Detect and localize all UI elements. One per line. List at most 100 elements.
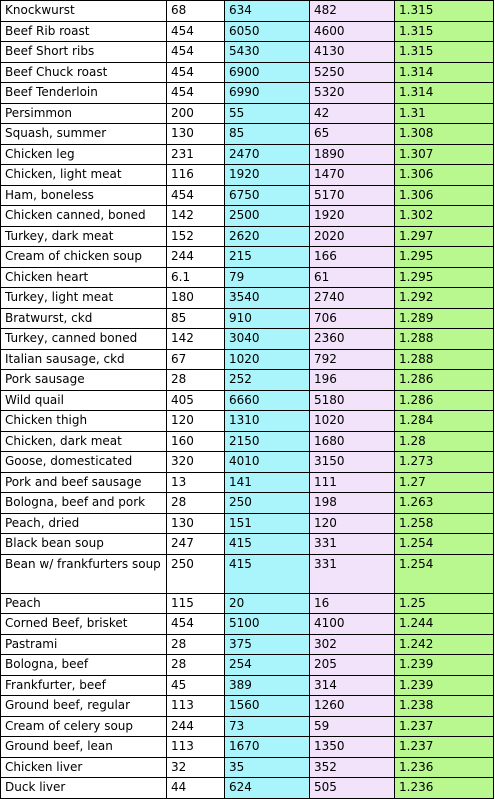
food-name-cell: Chicken liver — [0, 756, 167, 778]
weight-cell: 200 — [166, 102, 225, 124]
ratio-cell: 1.31 — [394, 102, 494, 124]
weight-cell: 130 — [166, 512, 225, 534]
value-a-cell: 1310 — [224, 410, 310, 432]
value-a-cell: 1560 — [224, 695, 310, 717]
food-name-cell: Cream of chicken soup — [0, 246, 167, 268]
food-name-cell: Bologna, beef and pork — [0, 492, 167, 514]
value-b-cell: 2020 — [309, 225, 395, 247]
value-a-cell: 4010 — [224, 451, 310, 473]
value-b-cell: 505 — [309, 777, 395, 799]
value-a-cell: 389 — [224, 674, 310, 696]
table-row: Pastrami 28 375 302 1.242 — [0, 633, 494, 655]
value-a-cell: 151 — [224, 512, 310, 534]
food-name-cell: Goose, domesticated — [0, 451, 167, 473]
value-a-cell: 6990 — [224, 82, 310, 104]
value-b-cell: 1920 — [309, 205, 395, 227]
value-b-cell: 59 — [309, 715, 395, 737]
value-a-cell: 6750 — [224, 184, 310, 206]
table-row: Chicken, light meat 116 1920 1470 1.306 — [0, 164, 494, 186]
table-row: Turkey, light meat 180 3540 2740 1.292 — [0, 287, 494, 309]
weight-cell: 13 — [166, 471, 225, 493]
table-row: Chicken leg 231 2470 1890 1.307 — [0, 143, 494, 165]
ratio-cell: 1.236 — [394, 756, 494, 778]
food-name-cell: Turkey, light meat — [0, 287, 167, 309]
weight-cell: 115 — [166, 592, 225, 614]
food-name-cell: Wild quail — [0, 389, 167, 411]
table-row: Corned Beef, brisket 454 5100 4100 1.244 — [0, 613, 494, 635]
table-row: Beef Rib roast 454 6050 4600 1.315 — [0, 20, 494, 42]
value-a-cell: 20 — [224, 592, 310, 614]
table-row: Bratwurst, ckd 85 910 706 1.289 — [0, 307, 494, 329]
weight-cell: 68 — [166, 0, 225, 22]
table-row: Bologna, beef and pork 28 250 198 1.263 — [0, 492, 494, 514]
value-a-cell: 6900 — [224, 61, 310, 83]
weight-cell: 113 — [166, 736, 225, 758]
table-row: Bologna, beef 28 254 205 1.239 — [0, 654, 494, 676]
value-b-cell: 352 — [309, 756, 395, 778]
ratio-cell: 1.263 — [394, 492, 494, 514]
value-a-cell: 5430 — [224, 41, 310, 63]
weight-cell: 247 — [166, 533, 225, 555]
food-name-cell: Ground beef, lean — [0, 736, 167, 758]
ratio-cell: 1.288 — [394, 328, 494, 350]
ratio-cell: 1.237 — [394, 715, 494, 737]
value-b-cell: 198 — [309, 492, 395, 514]
food-name-cell: Chicken, dark meat — [0, 430, 167, 452]
weight-cell: 28 — [166, 633, 225, 655]
ratio-cell: 1.239 — [394, 674, 494, 696]
weight-cell: 180 — [166, 287, 225, 309]
food-name-cell: Chicken heart — [0, 266, 167, 288]
weight-cell: 160 — [166, 430, 225, 452]
table-row: Wild quail 405 6660 5180 1.286 — [0, 389, 494, 411]
value-a-cell: 1020 — [224, 348, 310, 370]
table-row: Squash, summer 130 85 65 1.308 — [0, 123, 494, 145]
value-a-cell: 624 — [224, 777, 310, 799]
food-name-cell: Peach — [0, 592, 167, 614]
food-name-cell: Italian sausage, ckd — [0, 348, 167, 370]
ratio-cell: 1.295 — [394, 246, 494, 268]
value-b-cell: 1020 — [309, 410, 395, 432]
weight-cell: 67 — [166, 348, 225, 370]
value-a-cell: 215 — [224, 246, 310, 268]
value-b-cell: 792 — [309, 348, 395, 370]
table-row: Chicken heart 6.1 79 61 1.295 — [0, 266, 494, 288]
value-a-cell: 2150 — [224, 430, 310, 452]
weight-cell: 142 — [166, 328, 225, 350]
value-b-cell: 65 — [309, 123, 395, 145]
ratio-cell: 1.315 — [394, 41, 494, 63]
table-row: Cream of celery soup 244 73 59 1.237 — [0, 715, 494, 737]
weight-cell: 454 — [166, 613, 225, 635]
food-name-cell: Pork and beef sausage — [0, 471, 167, 493]
value-a-cell: 35 — [224, 756, 310, 778]
value-a-cell: 2500 — [224, 205, 310, 227]
ratio-cell: 1.315 — [394, 20, 494, 42]
ratio-cell: 1.307 — [394, 143, 494, 165]
table-row: Ground beef, lean 113 1670 1350 1.237 — [0, 736, 494, 758]
weight-cell: 28 — [166, 492, 225, 514]
value-b-cell: 331 — [309, 533, 395, 555]
value-b-cell: 1890 — [309, 143, 395, 165]
weight-cell: 6.1 — [166, 266, 225, 288]
food-name-cell: Pork sausage — [0, 369, 167, 391]
value-b-cell: 16 — [309, 592, 395, 614]
table-row: Beef Short ribs 454 5430 4130 1.315 — [0, 41, 494, 63]
table-row: Peach, dried 130 151 120 1.258 — [0, 512, 494, 534]
food-name-cell: Ham, boneless — [0, 184, 167, 206]
table-row: Turkey, dark meat 152 2620 2020 1.297 — [0, 225, 494, 247]
weight-cell: 130 — [166, 123, 225, 145]
value-b-cell: 196 — [309, 369, 395, 391]
value-a-cell: 250 — [224, 492, 310, 514]
food-name-cell: Bologna, beef — [0, 654, 167, 676]
food-name-cell: Turkey, dark meat — [0, 225, 167, 247]
value-b-cell: 5320 — [309, 82, 395, 104]
value-b-cell: 3150 — [309, 451, 395, 473]
ratio-cell: 1.315 — [394, 0, 494, 22]
food-name-cell: Black bean soup — [0, 533, 167, 555]
food-name-cell: Frankfurter, beef — [0, 674, 167, 696]
value-a-cell: 254 — [224, 654, 310, 676]
ratio-cell: 1.306 — [394, 164, 494, 186]
ratio-cell: 1.25 — [394, 592, 494, 614]
weight-cell: 454 — [166, 82, 225, 104]
value-a-cell: 252 — [224, 369, 310, 391]
